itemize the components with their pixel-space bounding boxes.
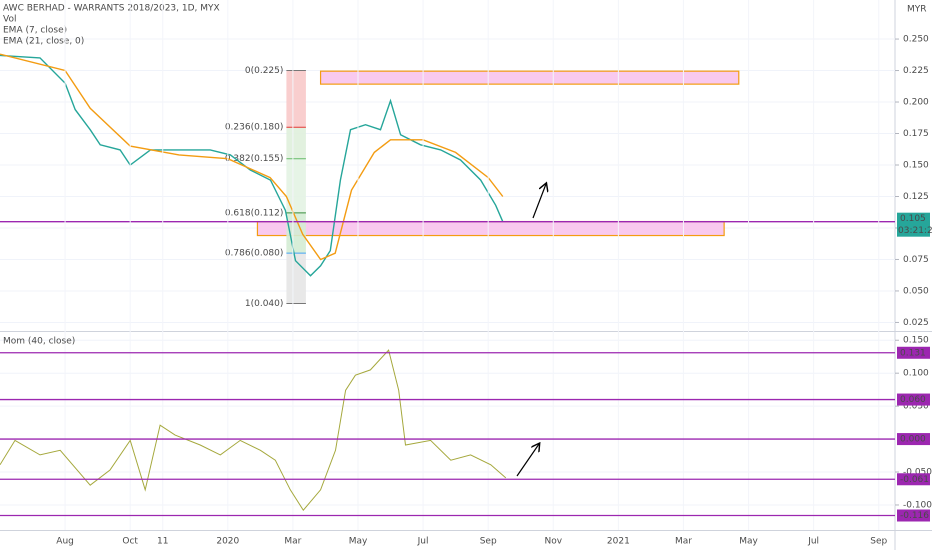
y-tick-label: 0.175 — [903, 129, 929, 139]
price-label-box — [897, 433, 930, 446]
x-tick-label: Aug — [56, 537, 74, 547]
price-label-box — [897, 346, 930, 359]
fib-label: 0.382(0.155) — [225, 154, 284, 164]
x-tick-label: Mar — [675, 537, 692, 547]
zone — [256, 220, 725, 237]
last-price: 0.105 — [900, 214, 926, 224]
legend-entry: EMA (21, close, 0) — [3, 37, 84, 47]
fib-band — [286, 70, 306, 128]
x-tick-label: 11 — [157, 537, 168, 547]
y-tick-label: 0.025 — [903, 318, 929, 328]
series-line — [0, 349, 507, 512]
x-tick-label: 2021 — [607, 537, 630, 547]
y-tick-label: 0.075 — [903, 255, 929, 265]
y-tick-label: 0.200 — [903, 98, 929, 108]
price-label: 0.131 — [900, 348, 926, 358]
y-tick-label: -0.100 — [903, 500, 932, 510]
price-label: -0.116 — [900, 511, 929, 521]
fib-label: 1(0.040) — [245, 299, 284, 309]
x-tick-label: Oct — [122, 537, 138, 547]
y-tick-label: 0.050 — [903, 402, 929, 412]
x-tick-label: Mar — [284, 537, 301, 547]
price-label: -0.061 — [900, 475, 929, 485]
fib-label: 0.786(0.080) — [225, 249, 284, 259]
price-label-box — [897, 473, 930, 486]
x-tick-label: Jul — [417, 537, 429, 547]
legend-entry: Mom (40, close) — [3, 337, 75, 347]
fib-label: 0.236(0.180) — [225, 123, 284, 133]
legend-entry: Vol — [3, 15, 16, 25]
fib-label: 0(0.225) — [245, 66, 284, 76]
y-tick-label: 0.125 — [903, 192, 929, 202]
arrow — [516, 444, 539, 477]
price-label: 0.000 — [900, 435, 926, 445]
x-tick-label: May — [349, 537, 368, 547]
zone — [319, 70, 740, 85]
axis-unit: MYR — [907, 5, 927, 15]
chart-title: AWC BERHAD - WARRANTS 2018/2023, 1D, MYX — [3, 4, 220, 14]
price-label-box — [897, 509, 930, 522]
y-tick-label: 0.150 — [903, 336, 929, 346]
arrow — [532, 184, 546, 219]
fib-band — [286, 158, 306, 213]
series-line — [0, 54, 504, 277]
price-label-box — [897, 393, 930, 406]
y-tick-label: 0.100 — [903, 369, 929, 379]
y-tick-label: 0.150 — [903, 161, 929, 171]
y-tick-label: 0.050 — [903, 286, 929, 296]
countdown: 03:21:24 — [898, 226, 932, 236]
x-tick-label: 2020 — [216, 537, 239, 547]
y-tick-label: -0.050 — [903, 468, 932, 478]
price-label: 0.060 — [900, 395, 926, 405]
x-tick-label: Jul — [807, 537, 819, 547]
fib-band — [286, 127, 306, 159]
fib-label: 0.618(0.112) — [225, 208, 284, 218]
y-tick-label: 0.225 — [903, 66, 929, 76]
x-tick-label: May — [739, 537, 758, 547]
x-tick-label: Sep — [870, 537, 887, 547]
last-price-box — [897, 212, 930, 237]
legend-entry: EMA (7, close) — [3, 26, 67, 36]
x-tick-label: Nov — [544, 537, 562, 547]
y-tick-label: 0.250 — [903, 35, 929, 45]
x-tick-label: Sep — [480, 537, 497, 547]
series-line — [0, 53, 504, 261]
